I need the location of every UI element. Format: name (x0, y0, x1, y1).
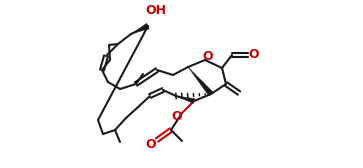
Text: O: O (249, 49, 259, 61)
Text: O: O (146, 138, 156, 152)
Polygon shape (131, 23, 149, 34)
Polygon shape (176, 96, 195, 103)
Polygon shape (188, 67, 213, 96)
Text: O: O (203, 50, 213, 62)
Text: OH: OH (146, 4, 167, 16)
Text: O: O (172, 110, 182, 122)
